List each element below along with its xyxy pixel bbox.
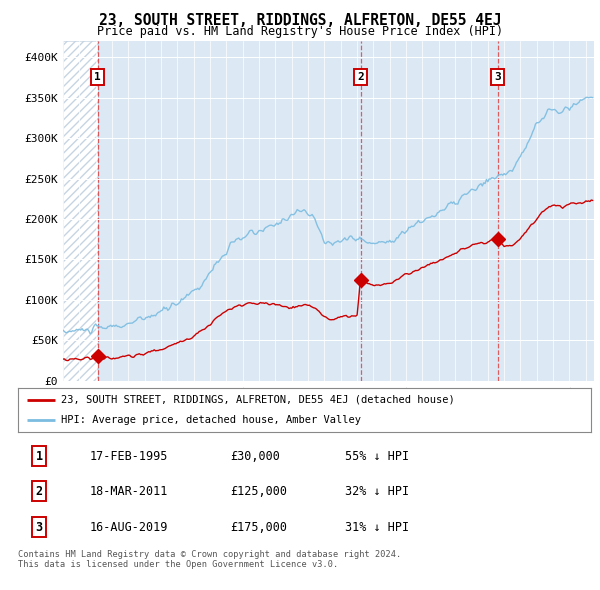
Text: HPI: Average price, detached house, Amber Valley: HPI: Average price, detached house, Ambe…: [61, 415, 361, 425]
Text: 3: 3: [494, 72, 502, 82]
Text: 31% ↓ HPI: 31% ↓ HPI: [344, 521, 409, 534]
Text: 2: 2: [357, 72, 364, 82]
Text: Contains HM Land Registry data © Crown copyright and database right 2024.
This d: Contains HM Land Registry data © Crown c…: [18, 550, 401, 569]
Bar: [63, 41, 98, 381]
Text: 1: 1: [94, 72, 101, 82]
Text: £175,000: £175,000: [230, 521, 287, 534]
Text: 23, SOUTH STREET, RIDDINGS, ALFRETON, DE55 4EJ (detached house): 23, SOUTH STREET, RIDDINGS, ALFRETON, DE…: [61, 395, 455, 405]
Text: 32% ↓ HPI: 32% ↓ HPI: [344, 484, 409, 498]
Text: 55% ↓ HPI: 55% ↓ HPI: [344, 450, 409, 463]
Text: 23, SOUTH STREET, RIDDINGS, ALFRETON, DE55 4EJ: 23, SOUTH STREET, RIDDINGS, ALFRETON, DE…: [99, 13, 501, 28]
Text: Price paid vs. HM Land Registry's House Price Index (HPI): Price paid vs. HM Land Registry's House …: [97, 25, 503, 38]
Text: 1: 1: [35, 450, 43, 463]
Bar: [63, 41, 98, 381]
Text: £125,000: £125,000: [230, 484, 287, 498]
Text: 2: 2: [35, 484, 43, 498]
Text: 18-MAR-2011: 18-MAR-2011: [89, 484, 168, 498]
Text: 17-FEB-1995: 17-FEB-1995: [89, 450, 168, 463]
Text: 3: 3: [35, 521, 43, 534]
Text: £30,000: £30,000: [230, 450, 280, 463]
Text: 16-AUG-2019: 16-AUG-2019: [89, 521, 168, 534]
